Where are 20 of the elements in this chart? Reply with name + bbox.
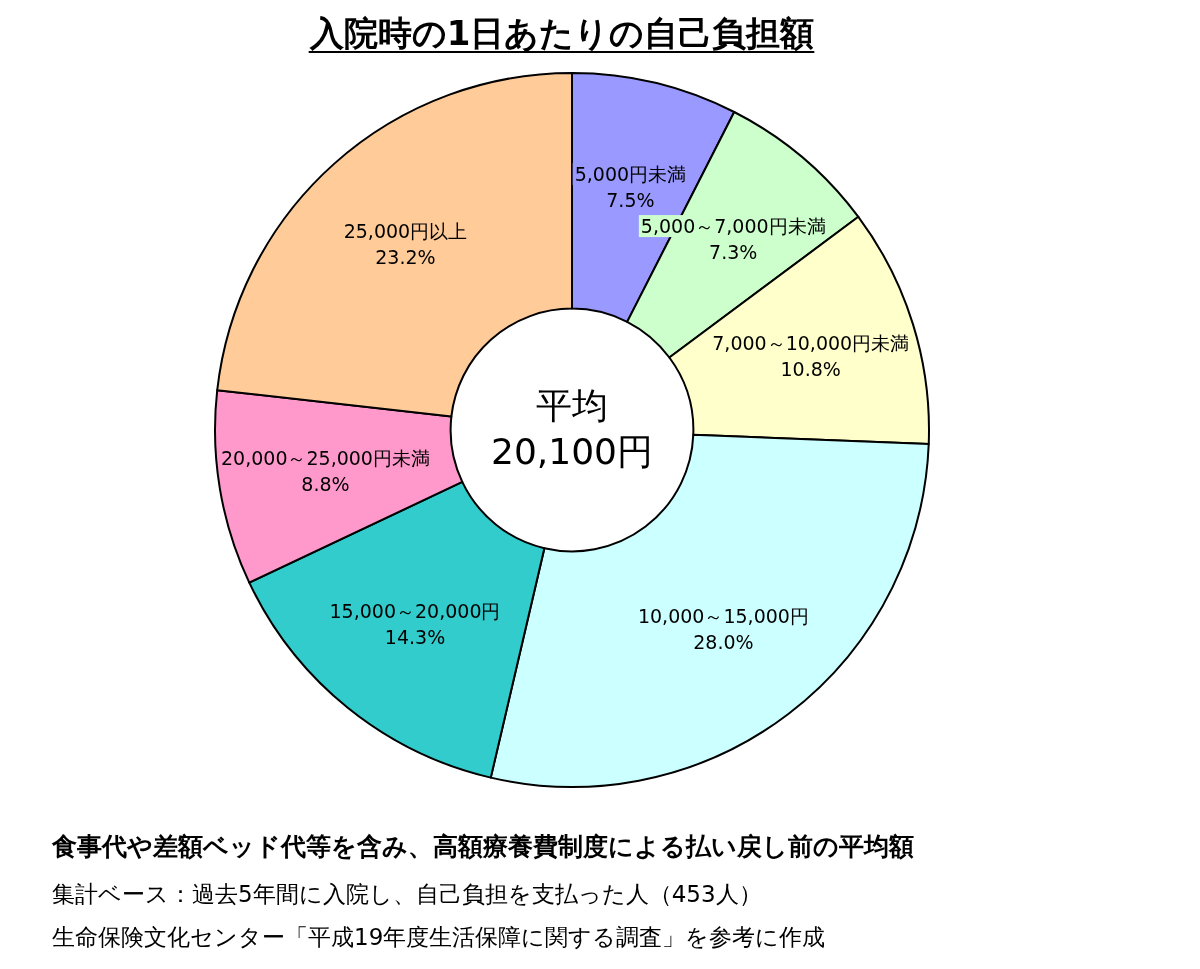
data-label: 10.8% — [780, 358, 841, 381]
text: 20,100円 — [491, 431, 653, 472]
slice-label: 5,000円未満 — [574, 163, 687, 186]
slice-label: 10,000～15,000円 — [637, 604, 809, 627]
data-label: 7.5% — [606, 189, 655, 212]
slice-label: 7,000～10,000円未満 — [712, 332, 910, 355]
chart-title: 入院時の1日あたりの自己負担額 — [308, 13, 815, 53]
text: 食事代や差額ベッド代等を含み、高額療養費制度による払い戻し前の平均額 — [51, 832, 914, 861]
text: 生命保険文化センター「平成19年度生活保障に関する調査」を参考に作成 — [52, 924, 826, 950]
slice-label: 5,000～7,000円未満 — [640, 215, 826, 238]
slice-label: 20,000～25,000円未満 — [221, 447, 430, 470]
slice-label: 15,000～20,000円 — [329, 600, 501, 623]
slice-label: 25,000円以上 — [343, 219, 468, 242]
text: 平均 — [536, 385, 608, 426]
data-label: 7.3% — [709, 241, 758, 264]
data-label: 28.0% — [693, 630, 754, 653]
data-label: 14.3% — [384, 626, 446, 649]
data-label: 23.2% — [375, 245, 436, 268]
data-label: 8.8% — [301, 473, 350, 496]
text: 集計ベース：過去5年間に入院し、自己負担を支払った人（453人） — [52, 881, 762, 907]
